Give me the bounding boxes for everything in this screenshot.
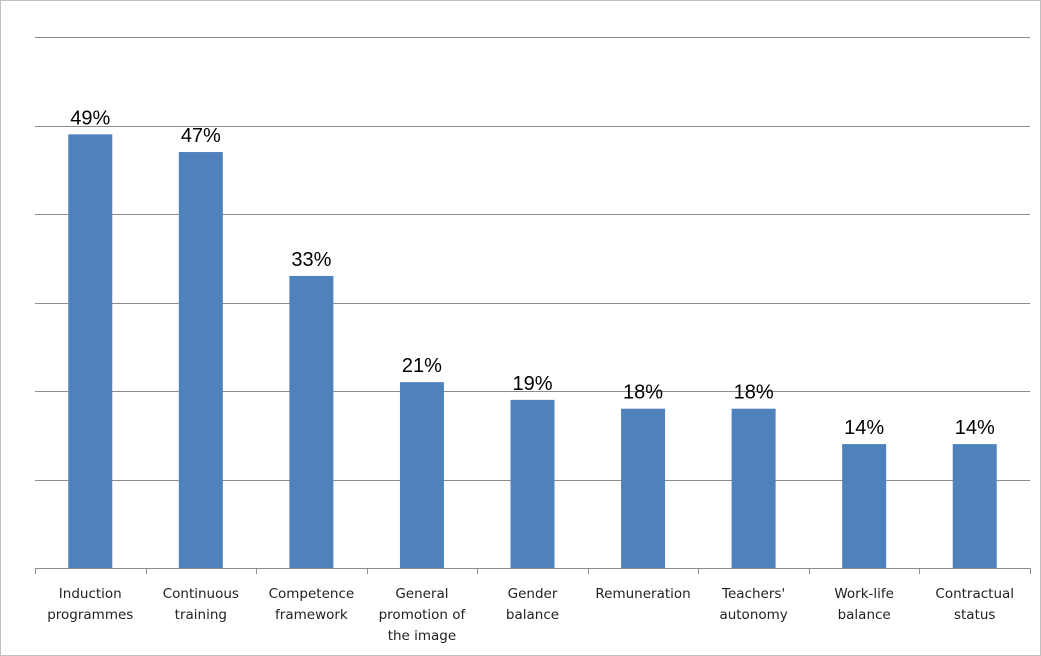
category-label-line: Continuous bbox=[163, 586, 239, 602]
data-label: 49% bbox=[70, 107, 110, 129]
data-label: 18% bbox=[734, 382, 774, 404]
category-labels: Induction programmes Continuous training Com… bbox=[47, 586, 1014, 644]
x-axis bbox=[35, 568, 1031, 574]
bar bbox=[621, 408, 666, 568]
category-label: Work-life balance bbox=[834, 586, 894, 623]
category-label: Remuneration bbox=[595, 586, 690, 602]
bars bbox=[68, 134, 997, 569]
category-label-line: Teachers' bbox=[721, 586, 785, 602]
bar bbox=[952, 444, 997, 568]
bar bbox=[731, 408, 776, 568]
category-label-line: promotion of bbox=[379, 607, 467, 623]
category-label-line: Work-life bbox=[834, 586, 894, 602]
bar bbox=[399, 382, 444, 568]
data-label: 19% bbox=[512, 373, 552, 395]
data-label: 18% bbox=[623, 382, 663, 404]
category-label-line: autonomy bbox=[719, 607, 787, 623]
category-label-line: balance bbox=[838, 607, 891, 623]
category-label: Contractual status bbox=[935, 586, 1014, 623]
value-labels: 49% 47% 33% 21% 19% 18% 18% 14% 14% bbox=[70, 107, 995, 439]
category-label: Continuous training bbox=[163, 586, 239, 623]
category-label: Competence framework bbox=[269, 586, 355, 623]
bar bbox=[178, 152, 223, 569]
category-label-line: General bbox=[395, 586, 448, 602]
category-label: Teachers' autonomy bbox=[719, 586, 787, 623]
category-label-line: status bbox=[954, 607, 995, 623]
category-label-line: Gender bbox=[508, 586, 558, 602]
data-label: 47% bbox=[181, 125, 221, 147]
category-label-line: programmes bbox=[47, 607, 133, 623]
bar bbox=[510, 399, 555, 568]
category-label: Gender balance bbox=[506, 586, 559, 623]
data-label: 14% bbox=[844, 417, 884, 439]
bar bbox=[289, 275, 334, 568]
category-label-line: Remuneration bbox=[595, 586, 690, 602]
data-label: 33% bbox=[291, 249, 331, 271]
category-label-line: balance bbox=[506, 607, 559, 623]
data-label: 21% bbox=[402, 355, 442, 377]
data-label: 14% bbox=[955, 417, 995, 439]
category-label-line: the image bbox=[388, 628, 457, 644]
category-label-line: training bbox=[175, 607, 227, 623]
bar bbox=[68, 134, 113, 568]
category-label-line: Competence bbox=[269, 586, 355, 602]
category-label-line: Contractual bbox=[935, 586, 1014, 602]
category-label: General promotion of the image bbox=[379, 586, 467, 644]
bar bbox=[842, 444, 887, 568]
category-label: Induction programmes bbox=[47, 586, 133, 623]
category-label-line: Induction bbox=[59, 586, 122, 602]
category-label-line: framework bbox=[275, 607, 348, 623]
